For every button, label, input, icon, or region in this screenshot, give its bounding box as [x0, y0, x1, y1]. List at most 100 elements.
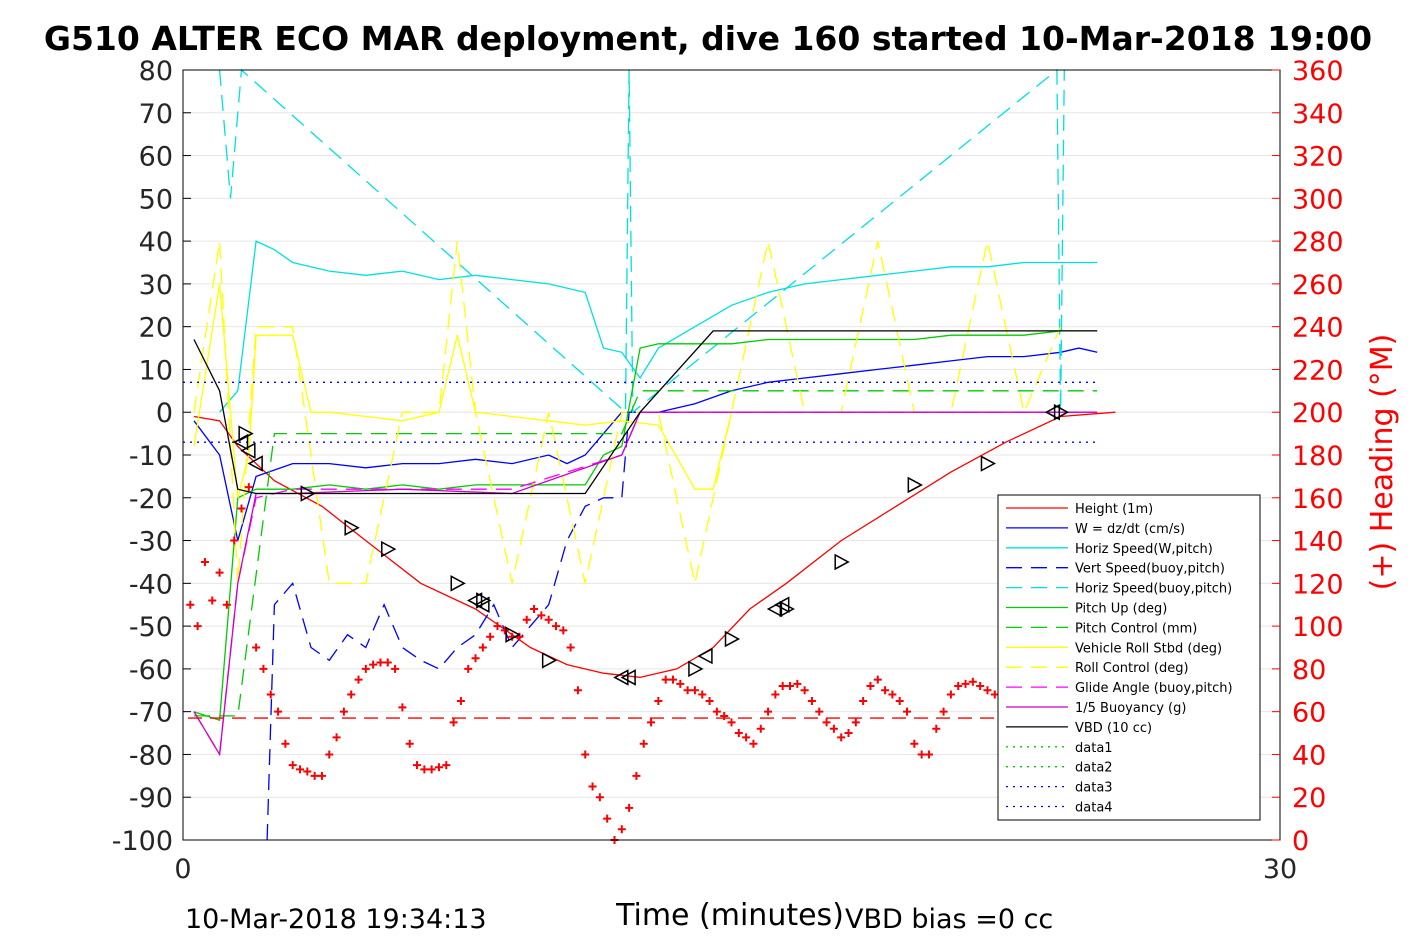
legend: Height (1m) W = dz/dt (cm/s) Horiz Speed(W… [997, 494, 1261, 821]
heading-point [617, 825, 626, 834]
y-left-tick-label: 20 [139, 313, 173, 344]
heading-point [647, 718, 656, 727]
heading-point [793, 679, 802, 688]
triangle-marker [724, 630, 741, 648]
legend-label: Height (1m) [1075, 502, 1153, 517]
y-left-tick-label: -40 [129, 569, 173, 600]
triangle-marker [834, 553, 850, 571]
legend-label: Horiz Speed(W,pitch) [1075, 542, 1213, 557]
heading-point [903, 707, 912, 716]
heading-point [844, 729, 853, 738]
heading-point [208, 596, 217, 605]
heading-point [654, 696, 663, 705]
series-line [219, 240, 1098, 413]
triangle-marker [697, 647, 713, 665]
x-tick-label: 30 [1263, 854, 1297, 885]
heading-point [932, 724, 941, 733]
heading-point [500, 626, 509, 635]
y-right-tick-label: 180 [1292, 441, 1344, 472]
y-left-tick-label: 0 [156, 398, 173, 429]
heading-point [391, 664, 400, 673]
heading-point [266, 690, 275, 699]
triangle-marker [1044, 403, 1061, 421]
legend-label: VBD (10 cc) [1075, 721, 1152, 736]
heading-point [530, 605, 539, 613]
triangle-marker [980, 455, 997, 472]
triangle-markers [232, 403, 1070, 686]
x-tick-label: 0 [174, 854, 191, 885]
legend-label: Pitch Up (deg) [1075, 602, 1167, 617]
legend-box [997, 494, 1261, 821]
heading-point [420, 765, 429, 774]
heading-point [866, 682, 875, 690]
heading-point [559, 626, 568, 635]
triangle-marker [344, 519, 360, 536]
triangle-marker [450, 575, 466, 592]
heading-point [661, 675, 670, 684]
heading-point [478, 643, 487, 652]
heading-point [186, 600, 195, 609]
triangle-marker [907, 476, 923, 494]
heading-point [200, 557, 209, 566]
heading-point [976, 682, 985, 690]
series-line [193, 240, 1062, 584]
heading-point [705, 696, 714, 705]
heading-point [332, 733, 341, 742]
heading-point [434, 763, 443, 772]
heading-point [551, 622, 560, 631]
heading-point [288, 761, 297, 770]
y-right-tick-label: 120 [1292, 569, 1344, 600]
y-right-tick-label: 340 [1292, 99, 1344, 130]
y-left-tick-label: -10 [129, 441, 173, 472]
heading-point [727, 718, 736, 727]
y-left-tick-label: -60 [129, 655, 173, 686]
heading-point [778, 682, 787, 690]
legend-label: data2 [1075, 761, 1113, 776]
axis-ticks: -100-90-80-70-60-50-40-30-20-10010203040… [112, 56, 1344, 885]
y-left-tick-label: -50 [129, 612, 173, 643]
heading-point [537, 611, 546, 620]
y-left-tick-label: -80 [129, 740, 173, 771]
heading-point [471, 654, 480, 663]
heading-point [786, 682, 795, 690]
triangle-marker [688, 660, 704, 678]
footer-vbd-bias: VBD bias =0 cc [845, 904, 1053, 935]
heading-point [851, 718, 860, 727]
heading-point [486, 632, 495, 641]
triangle-marker [541, 652, 558, 669]
heading-point [296, 765, 305, 774]
heading-point [734, 729, 743, 738]
heading-point [317, 771, 326, 780]
heading-point [566, 643, 575, 652]
triangle-marker [232, 433, 249, 451]
legend-label: 1/5 Buoyancy (g) [1075, 701, 1186, 716]
x-axis-label: Time (minutes) [615, 898, 844, 933]
heading-point [954, 682, 963, 690]
y-left-tick-label: 30 [139, 270, 173, 301]
series-line [193, 330, 1098, 495]
series-layer [183, 68, 1116, 841]
heading-point [712, 707, 721, 716]
heading-point [800, 686, 809, 695]
legend-label: Glide Angle (buoy,pitch) [1075, 681, 1233, 696]
heading-point [456, 696, 465, 705]
heading-point [764, 707, 773, 716]
heading-point [961, 679, 970, 688]
y-right-tick-label: 160 [1292, 484, 1344, 515]
y-right-tick-label: 300 [1292, 184, 1344, 215]
heading-point [252, 643, 261, 652]
heading-point [193, 622, 202, 631]
chart-title: G510 ALTER ECO MAR deployment, dive 160 … [44, 19, 1372, 58]
heading-point [939, 707, 948, 716]
heading-point [990, 690, 999, 699]
heading-point [873, 675, 882, 684]
heading-point [910, 739, 919, 748]
series-line [266, 412, 630, 841]
y-left-tick-label: 70 [139, 99, 173, 130]
y-right-tick-label: 360 [1292, 56, 1344, 87]
heading-point [917, 750, 926, 759]
heading-point [888, 690, 897, 699]
triangle-marker [779, 600, 795, 618]
heading-point [742, 733, 751, 742]
heading-point [544, 615, 553, 624]
